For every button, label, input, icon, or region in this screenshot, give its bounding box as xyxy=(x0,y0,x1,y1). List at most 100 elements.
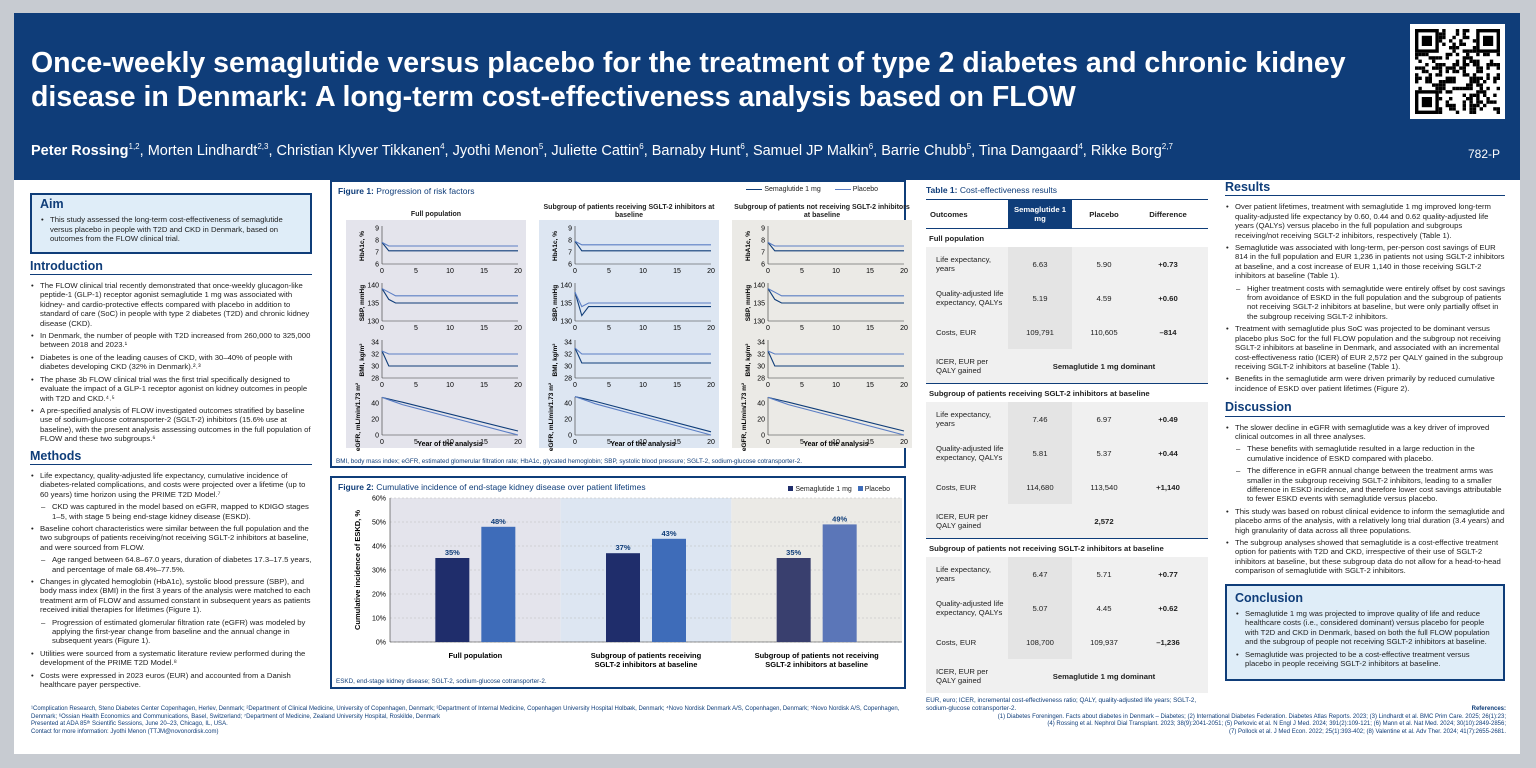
table-row: Life expectancy, years 7.46 6.97 +0.49 xyxy=(926,402,1208,436)
table-cell: Life expectancy, years xyxy=(936,565,991,583)
x-tick-label: 20 xyxy=(514,325,522,332)
introduction-item: The phase 3b FLOW clinical trial was the… xyxy=(30,375,312,403)
x-tick-label: 5 xyxy=(800,268,804,275)
x-tick-label: 20 xyxy=(514,268,522,275)
table-row: Life expectancy, years 6.47 5.71 +0.77 xyxy=(926,557,1208,591)
x-tick-label: 0 xyxy=(380,268,384,275)
author-affiliation: 4 xyxy=(440,142,445,151)
conclusion-heading: Conclusion xyxy=(1235,590,1304,605)
table-row: Costs, EUR 114,680 113,540 +1,140 xyxy=(926,470,1208,504)
author: Barnaby Hunt xyxy=(651,142,741,159)
table-cell: +1,140 xyxy=(1156,482,1180,492)
x-axis-label: Year of the analysis xyxy=(610,441,675,448)
results-heading: Results xyxy=(1225,181,1505,197)
y-tick-label: 20 xyxy=(371,417,379,424)
methods-heading: Methods xyxy=(30,449,312,465)
x-tick-label: 10 xyxy=(639,382,647,389)
x-tick-label: 15 xyxy=(673,325,681,332)
x-tick-label: 0 xyxy=(573,325,577,332)
y-tick-label: 28 xyxy=(564,376,572,383)
figure-1-panel: Subgroup of patients receiving SGLT-2 in… xyxy=(539,204,719,451)
y-tick-label: 7 xyxy=(568,250,572,257)
figure-1-title: Figure 1: Progression of risk factors xyxy=(338,186,475,196)
author: Morten Lindhardt xyxy=(147,142,258,159)
table-cell: 4.59 xyxy=(1096,293,1112,303)
discussion-heading: Discussion xyxy=(1225,401,1505,417)
x-tick-label: 0 xyxy=(380,325,384,332)
series-line xyxy=(574,240,711,246)
figure-2: Figure 2: Cumulative incidence of end-st… xyxy=(330,476,906,689)
methods-item: Progression of estimated glomerular filt… xyxy=(30,618,312,646)
table-1-title: Table 1: Cost-effectiveness results xyxy=(926,185,1058,195)
y-axis-label: HbA1c, % xyxy=(359,231,366,261)
table-cell: Quality-adjusted life expectancy, QALYs xyxy=(936,444,1004,462)
table-cell: 108,700 xyxy=(1008,625,1072,659)
y-tick-label: 7 xyxy=(761,250,765,257)
y-axis-label: Cumulative incidence of ESKD, % xyxy=(353,510,362,630)
table-cell: Costs, EUR xyxy=(936,482,977,492)
y-axis-label: HbA1c, % xyxy=(552,231,559,261)
table-cell: Costs, EUR xyxy=(936,637,977,647)
y-axis-label: BMI, kg/m² xyxy=(552,343,559,377)
y-tick-label: 32 xyxy=(371,352,379,359)
author-affiliation: 2,3 xyxy=(257,142,269,151)
bar xyxy=(481,526,516,642)
x-tick-label: 10 xyxy=(832,382,840,389)
introduction-item: Diabetes is one of the leading causes of… xyxy=(30,353,312,372)
references: References: (1) Diabetes Foreningen. Fac… xyxy=(997,706,1506,735)
x-axis-label: Year of the analysis xyxy=(417,441,482,448)
x-tick-label: 10 xyxy=(832,268,840,275)
x-tick-label: 20 xyxy=(900,325,908,332)
author: Barrie Chubb xyxy=(881,142,967,159)
bar-label: 43% xyxy=(661,529,676,538)
presented-at: Presented at ADA 85ᵗʰ Scientific Session… xyxy=(31,721,228,727)
x-tick-label: 20 xyxy=(707,268,715,275)
table-cell: +0.49 xyxy=(1158,414,1178,424)
conclusion-item: Semaglutide 1 mg was projected to improv… xyxy=(1235,609,1495,647)
y-axis-label: eGFR, mL/min/1.73 m² xyxy=(548,382,555,451)
methods-item: Changes in glycated hemoglobin (HbA1c), … xyxy=(30,577,312,615)
discussion-item: The slower decline in eGFR with semaglut… xyxy=(1225,423,1505,442)
table-cell: 110,605 xyxy=(1090,327,1118,337)
x-tick-label: 10 xyxy=(639,325,647,332)
y-axis-label: eGFR, mL/min/1.73 m² xyxy=(741,382,748,451)
y-tick-label: 9 xyxy=(375,226,379,233)
discussion-item: The subgroup analyses showed that semagl… xyxy=(1225,538,1505,576)
conclusion-item: Semaglutide was projected to be a cost-e… xyxy=(1235,650,1495,669)
introduction-list: The FLOW clinical trial recently demonst… xyxy=(30,281,312,444)
discussion-list: The slower decline in eGFR with semaglut… xyxy=(1225,423,1505,576)
table-row: Quality-adjusted life expectancy, QALYs 5… xyxy=(926,436,1208,470)
x-tick-label: 0 xyxy=(573,439,577,446)
y-tick-label: 0 xyxy=(761,433,765,440)
table-cell: Life expectancy, years xyxy=(936,255,991,273)
x-tick-label: 10 xyxy=(639,268,647,275)
author-affiliation: 2,7 xyxy=(1161,142,1173,151)
y-tick-label: 130 xyxy=(753,319,765,326)
y-tick-label: 10% xyxy=(372,616,386,623)
table-cell: 5.19 xyxy=(1008,281,1072,315)
bar-label: 35% xyxy=(445,548,460,557)
introduction-item: The FLOW clinical trial recently demonst… xyxy=(30,281,312,328)
author-affiliation: 6 xyxy=(639,142,644,151)
x-tick-label: 5 xyxy=(800,325,804,332)
qr-code-icon[interactable] xyxy=(1410,24,1505,119)
table-cell: 114,680 xyxy=(1008,470,1072,504)
y-tick-label: 32 xyxy=(564,352,572,359)
table-cell: 4.45 xyxy=(1096,603,1112,613)
x-tick-label: 0 xyxy=(573,382,577,389)
series-line xyxy=(381,241,518,247)
table-row: Quality-adjusted life expectancy, QALYs 5… xyxy=(926,281,1208,315)
table-cell: 113,540 xyxy=(1090,482,1118,492)
table-cell: 109,791 xyxy=(1008,315,1072,349)
category-label: SGLT-2 inhibitors at baseline xyxy=(595,660,698,669)
x-tick-label: 10 xyxy=(446,382,454,389)
bar-label: 37% xyxy=(615,543,630,552)
y-axis-label: BMI, kg/m² xyxy=(745,343,752,377)
category-label: Subgroup of patients receiving xyxy=(591,651,702,660)
series-line xyxy=(381,242,518,252)
x-tick-label: 20 xyxy=(707,325,715,332)
author: Juliette Cattin xyxy=(551,142,640,159)
series-line xyxy=(381,288,518,304)
x-tick-label: 5 xyxy=(800,382,804,389)
y-tick-label: 140 xyxy=(560,283,572,290)
